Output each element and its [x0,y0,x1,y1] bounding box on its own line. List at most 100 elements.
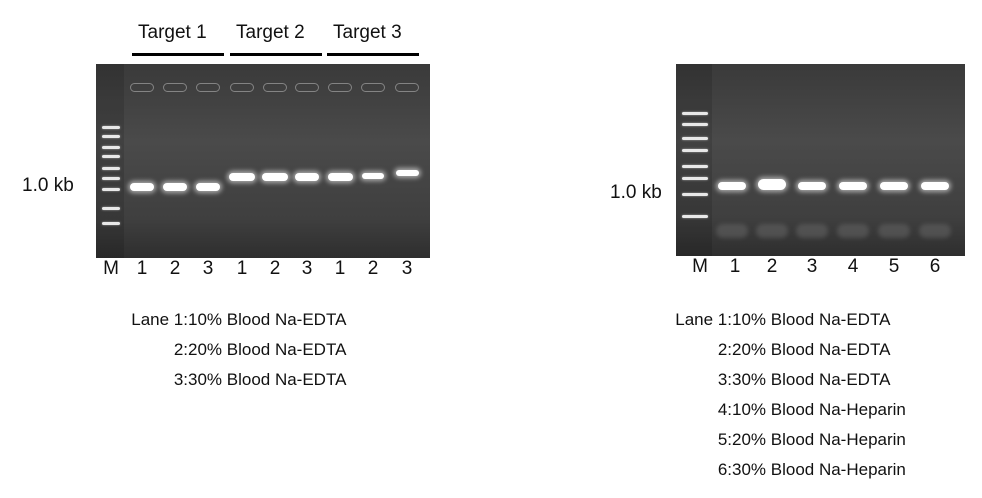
lane-label: 2 [766,256,778,277]
target-3-bar [327,53,419,56]
legend-lane: Lane 1: [675,310,732,329]
dna-band [327,173,353,181]
legend-row: 3: 30% Blood Na-EDTA [657,365,906,395]
ladder-band [102,155,120,158]
dna-band [262,173,288,181]
dna-band [295,173,319,181]
ladder-band [682,137,708,140]
dna-band [758,179,786,190]
ladder-band [682,149,708,152]
dna-band [921,182,949,190]
primer-smear [919,224,951,238]
legend-text: 30% Blood Na-EDTA [732,370,891,389]
ladder-band [682,193,708,196]
legend-lane: 3: [717,370,732,389]
legend-lane: 3: [173,370,188,389]
legend-text: 20% Blood Na-EDTA [732,340,891,359]
ladder-band [102,146,120,149]
legend-lane: 6: [717,460,732,479]
legend-row: 2: 20% Blood Na-EDTA [113,335,347,365]
target-1-bar [132,53,224,56]
size-marker-label: 1.0 kb [610,182,662,203]
ladder-band [102,167,120,170]
legend-text: 20% Blood Na-EDTA [188,340,347,359]
primer-smear [756,224,788,238]
lane-label: 3 [401,258,413,279]
ladder-band [102,126,120,129]
sample-well [263,83,287,92]
legend-lane: 5: [717,430,732,449]
lane-label: 2 [269,258,281,279]
legend-row: 3: 30% Blood Na-EDTA [113,365,347,395]
legend-row: Lane 1: 10% Blood Na-EDTA [113,305,346,335]
lane-label: 3 [301,258,313,279]
dna-band [839,182,867,190]
dna-band [362,173,384,179]
lane-label: 2 [367,258,379,279]
dna-band [163,183,187,191]
primer-smear [837,224,869,238]
lane-label: 2 [169,258,181,279]
lane-label-marker: M [692,256,708,277]
sample-well [196,83,220,92]
ladder-band [102,177,120,180]
lane-label: 6 [929,256,941,277]
lane-label: 1 [334,258,346,279]
target-1-label: Target 1 [138,22,207,43]
target-2-bar [230,53,322,56]
legend-lane: 2: [173,340,188,359]
legend-row: 5: 20% Blood Na-Heparin [657,425,906,455]
dna-band [130,183,154,191]
lane-label: 4 [847,256,859,277]
ladder-band [682,112,708,115]
lane-label: 1 [136,258,148,279]
legend-text: 10% Blood Na-Heparin [732,400,906,419]
ladder-band [102,222,120,225]
legend: Lane 1: 10% Blood Na-EDTA 2: 20% Blood Na-E… [657,305,906,485]
dna-band [395,170,419,176]
dna-band [798,182,826,190]
sample-well [328,83,352,92]
gel-image-right [676,64,965,256]
legend-text: 30% Blood Na-EDTA [188,370,347,389]
legend-row: 2: 20% Blood Na-EDTA [657,335,906,365]
size-marker-label: 1.0 kb [22,175,74,196]
ladder-band [102,207,120,210]
primer-smear [716,224,748,238]
lane-label: 3 [202,258,214,279]
legend-lane: Lane 1: [131,310,188,329]
legend-row: 6: 30% Blood Na-Heparin [657,455,906,485]
ladder-band [682,123,708,126]
lane-label: 1 [729,256,741,277]
ladder-band [102,135,120,138]
lane-label-marker: M [103,258,119,279]
legend-text: 30% Blood Na-Heparin [732,460,906,479]
sample-well [163,83,187,92]
ladder-band [682,177,708,180]
lane-label: 5 [888,256,900,277]
ladder-band [682,165,708,168]
dna-band [196,183,220,191]
ladder-lane [676,64,712,256]
lane-label: 1 [236,258,248,279]
lane-label: 3 [806,256,818,277]
dna-band [718,182,746,190]
primer-smear [878,224,910,238]
sample-well [361,83,385,92]
sample-well [295,83,319,92]
sample-well [395,83,419,92]
ladder-lane [96,64,124,258]
ladder-band [102,188,120,191]
sample-well [230,83,254,92]
legend-text: 20% Blood Na-Heparin [732,430,906,449]
ladder-band [682,215,708,218]
sample-well [130,83,154,92]
legend-text: 10% Blood Na-EDTA [732,310,891,329]
dna-band [229,173,255,181]
legend-row: 4: 10% Blood Na-Heparin [657,395,906,425]
target-3-label: Target 3 [333,22,402,43]
primer-smear [796,224,828,238]
legend-row: Lane 1: 10% Blood Na-EDTA [657,305,906,335]
legend-lane: 2: [717,340,732,359]
legend: Lane 1: 10% Blood Na-EDTA 2: 20% Blood Na-E… [113,305,346,395]
